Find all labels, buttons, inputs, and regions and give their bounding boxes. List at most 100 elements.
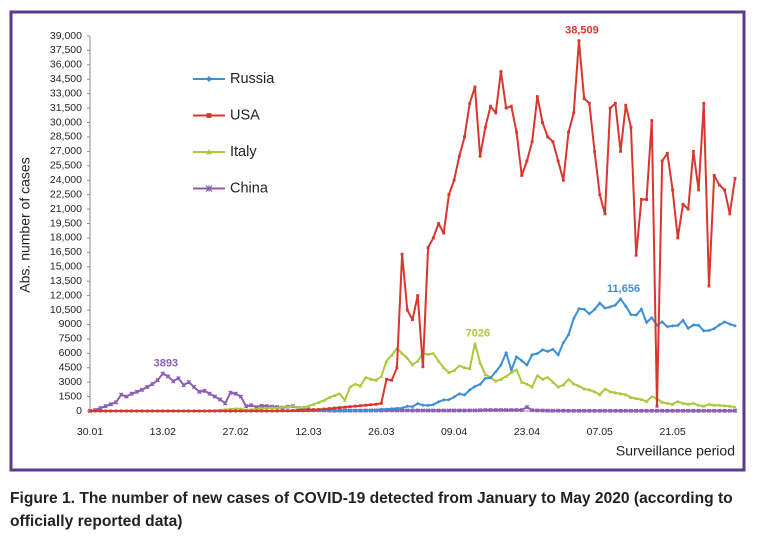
data-point [124,409,128,413]
data-point [145,409,149,413]
data-point [597,392,602,397]
data-point [384,407,389,411]
data-point [212,394,218,399]
data-point [629,312,633,317]
data-point [223,409,227,413]
data-point [701,404,706,408]
data-point [545,349,550,354]
data-point [639,307,644,311]
data-point [410,363,415,367]
legend-label: Italy [230,144,257,160]
legend-label: China [230,180,269,196]
y-tick-label: 37,500 [50,44,82,56]
data-point [467,408,472,413]
data-point [332,393,337,398]
data-point [504,374,508,378]
data-point [571,408,576,414]
data-point [717,183,721,187]
data-point [535,95,539,99]
data-point [493,370,498,374]
data-point [494,111,498,115]
data-point [696,323,701,328]
data-point [582,97,586,100]
data-point [301,408,305,412]
data-point [129,391,134,396]
x-axis-label: Surveillance period [616,443,735,459]
data-point [649,394,654,399]
data-point [348,408,352,413]
data-point [556,353,560,357]
data-point [660,159,664,163]
data-point [385,377,388,381]
data-point [113,400,119,405]
data-point [712,173,716,177]
data-point [665,324,670,329]
data-point [160,371,166,376]
data-point [618,391,623,396]
data-point [561,408,566,413]
data-point [685,408,691,414]
y-tick-label: 9000 [59,318,83,330]
x-tick-label: 13.02 [150,426,176,438]
data-point [702,101,706,105]
data-point [165,374,171,379]
data-point [546,135,550,139]
data-point [618,408,623,414]
data-point [182,409,186,413]
data-point [665,401,670,405]
data-point [140,409,144,413]
data-point [483,407,488,413]
data-point [613,390,618,395]
data-point [603,306,607,310]
data-point [551,347,555,352]
y-tick-label: 22,500 [50,188,82,200]
data-point [671,188,675,192]
data-point [733,176,737,180]
data-point [301,405,306,409]
data-point [441,408,446,413]
data-point [462,365,467,370]
data-point [727,408,733,414]
data-point [613,101,617,105]
data-point [634,253,638,257]
data-point [317,400,321,404]
data-point [488,407,493,413]
data-point [139,387,145,393]
data-point [649,315,654,320]
y-tick-label: 33,000 [50,87,82,99]
data-point [311,402,316,406]
data-point [348,385,352,389]
data-point [634,396,638,400]
legend-label: Russia [230,71,275,87]
data-point [483,376,488,381]
legend-marker [206,149,212,155]
data-point [176,376,181,381]
data-point [171,409,175,413]
data-point [488,376,493,380]
legend-marker [206,113,212,118]
data-point [291,409,295,412]
data-point [644,320,649,325]
x-tick-label: 21.05 [659,426,685,438]
data-point [665,408,670,414]
data-point [644,408,649,414]
data-point [202,409,206,413]
data-point [577,39,581,43]
data-point [483,125,487,129]
data-point [187,409,191,413]
data-point [473,384,477,389]
data-point [457,408,462,413]
data-point [343,408,347,413]
data-point [733,405,737,409]
data-point [348,405,352,409]
data-point [421,403,425,408]
data-point [463,135,466,139]
data-point [155,378,160,383]
data-point [639,198,643,201]
y-tick-label: 10,500 [50,304,82,316]
y-tick-label: 15,000 [50,261,82,273]
data-point [623,392,628,397]
data-point [561,383,566,387]
data-point [213,409,217,413]
data-point [436,408,441,413]
